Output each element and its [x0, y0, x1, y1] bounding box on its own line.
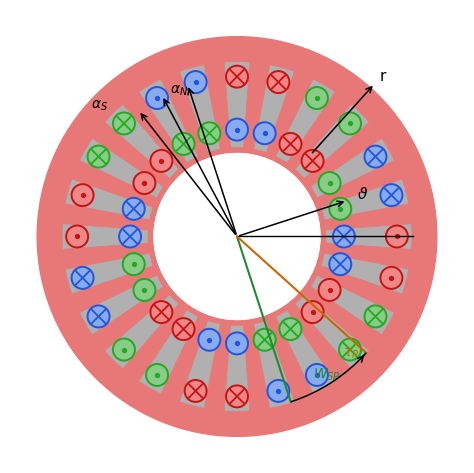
Circle shape: [150, 150, 173, 172]
Wedge shape: [310, 275, 394, 335]
Circle shape: [154, 154, 320, 319]
Circle shape: [329, 253, 351, 275]
Circle shape: [150, 301, 173, 323]
Wedge shape: [105, 295, 179, 369]
Wedge shape: [224, 325, 250, 412]
Text: $\alpha_S$: $\alpha_S$: [91, 98, 108, 113]
Circle shape: [226, 333, 248, 354]
Circle shape: [123, 198, 145, 220]
Circle shape: [226, 385, 248, 407]
Wedge shape: [326, 224, 412, 249]
Circle shape: [37, 37, 437, 436]
Circle shape: [365, 306, 386, 327]
Circle shape: [113, 339, 135, 360]
Circle shape: [267, 380, 289, 402]
Text: r: r: [379, 69, 386, 84]
Circle shape: [198, 122, 220, 144]
Text: $\tau_P$: $\tau_P$: [343, 346, 359, 361]
Circle shape: [386, 226, 408, 247]
Wedge shape: [139, 310, 198, 394]
Circle shape: [226, 119, 248, 140]
Wedge shape: [254, 321, 294, 408]
Circle shape: [306, 87, 328, 109]
Circle shape: [185, 380, 207, 402]
Wedge shape: [80, 275, 164, 335]
Circle shape: [154, 154, 320, 319]
Wedge shape: [80, 138, 164, 198]
Circle shape: [319, 279, 341, 301]
Circle shape: [72, 267, 93, 289]
Circle shape: [319, 172, 341, 194]
Circle shape: [333, 226, 355, 247]
Circle shape: [280, 318, 301, 340]
Wedge shape: [65, 179, 153, 220]
Circle shape: [280, 133, 301, 155]
Circle shape: [339, 113, 361, 134]
Circle shape: [133, 279, 155, 301]
Circle shape: [173, 318, 194, 340]
Wedge shape: [180, 321, 220, 408]
Wedge shape: [295, 104, 369, 178]
Circle shape: [113, 113, 135, 134]
Wedge shape: [224, 61, 250, 148]
Wedge shape: [276, 79, 335, 163]
Wedge shape: [139, 79, 198, 163]
Circle shape: [66, 226, 88, 247]
Wedge shape: [180, 65, 220, 152]
Circle shape: [133, 172, 155, 194]
Circle shape: [173, 133, 194, 155]
Circle shape: [198, 329, 220, 351]
Circle shape: [62, 61, 412, 412]
Circle shape: [301, 150, 324, 172]
Circle shape: [381, 184, 402, 206]
Circle shape: [381, 267, 402, 289]
Wedge shape: [65, 253, 153, 294]
Circle shape: [254, 122, 276, 144]
Text: $\vartheta$: $\vartheta$: [357, 186, 368, 201]
Circle shape: [146, 87, 168, 109]
Circle shape: [146, 364, 168, 386]
Circle shape: [226, 66, 248, 88]
Circle shape: [254, 329, 276, 351]
Wedge shape: [254, 65, 294, 152]
Wedge shape: [321, 179, 409, 220]
Wedge shape: [62, 224, 148, 249]
Circle shape: [72, 184, 93, 206]
Wedge shape: [105, 104, 179, 178]
Circle shape: [88, 146, 109, 167]
Text: $W_{SP}$: $W_{SP}$: [313, 367, 341, 383]
Wedge shape: [321, 253, 409, 294]
Circle shape: [329, 198, 351, 220]
Circle shape: [301, 301, 324, 323]
Circle shape: [119, 226, 141, 247]
Wedge shape: [295, 295, 369, 369]
Circle shape: [267, 71, 289, 93]
Circle shape: [306, 364, 328, 386]
Text: $\alpha_N$: $\alpha_N$: [170, 83, 188, 98]
Circle shape: [185, 71, 207, 93]
Circle shape: [123, 253, 145, 275]
Circle shape: [88, 306, 109, 327]
Wedge shape: [310, 138, 394, 198]
Wedge shape: [276, 310, 335, 394]
Circle shape: [339, 339, 361, 360]
Circle shape: [365, 146, 386, 167]
